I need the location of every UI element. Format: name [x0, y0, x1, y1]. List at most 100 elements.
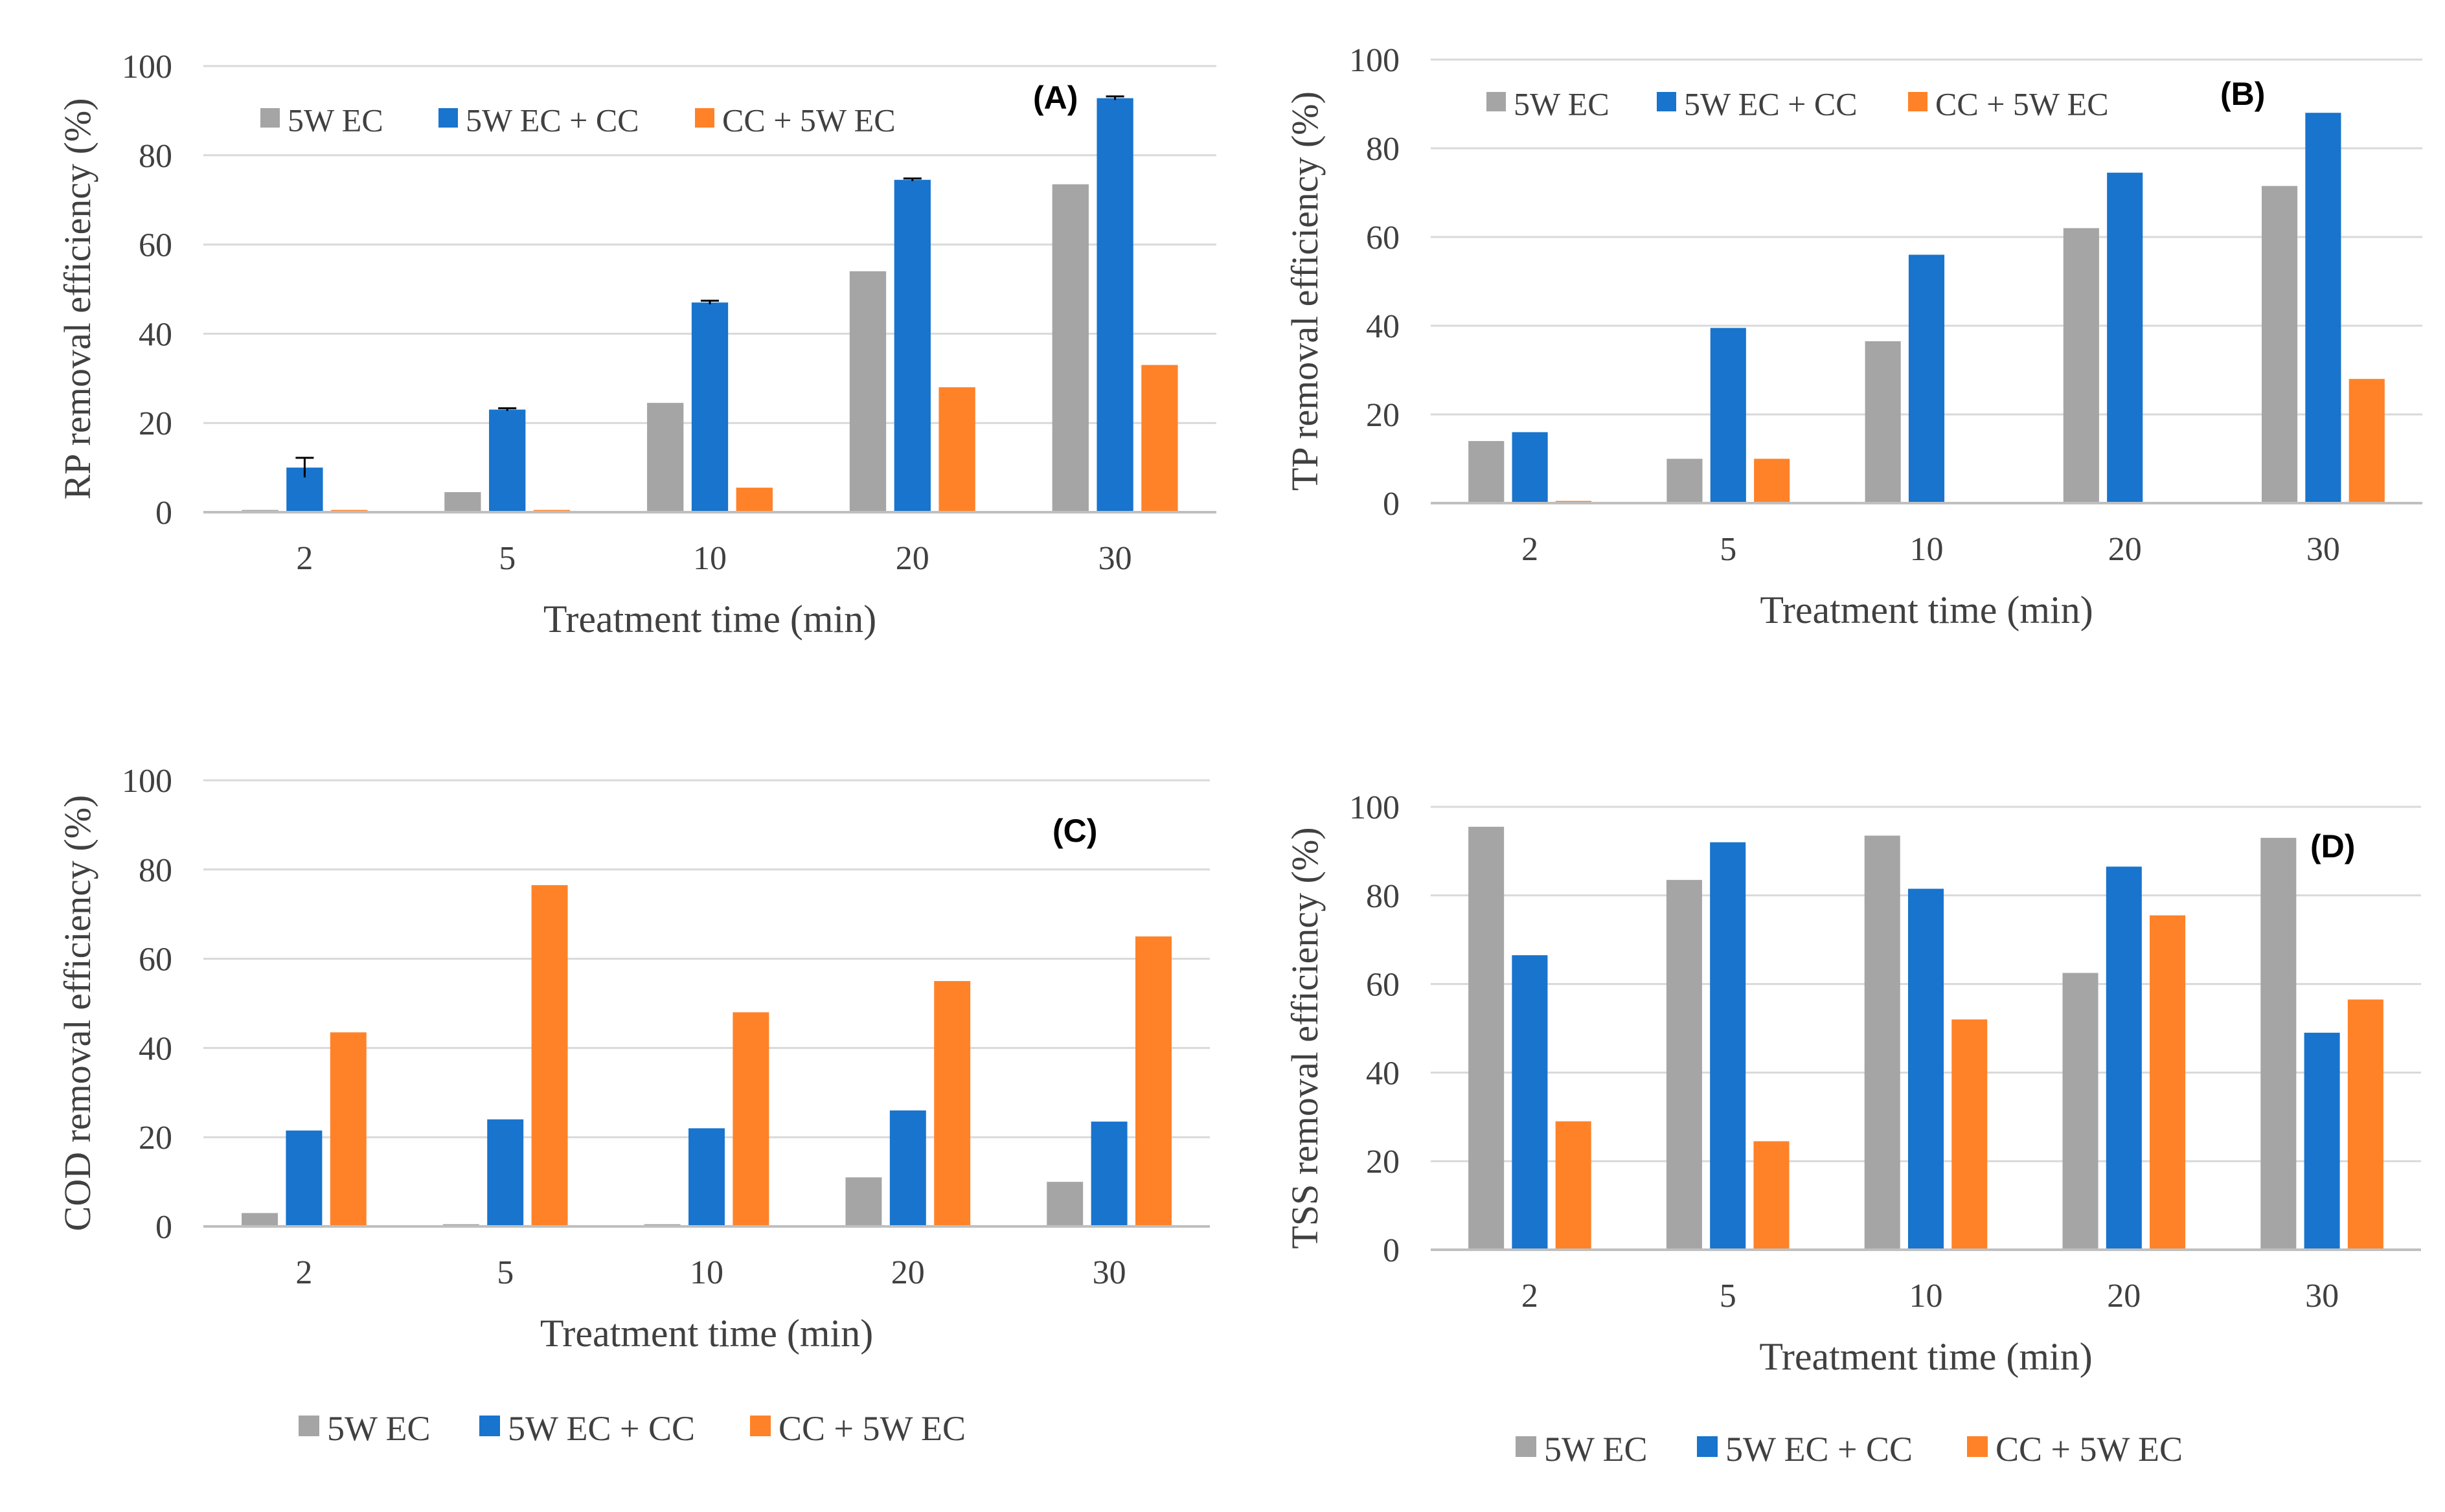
y-tick-label: 0: [155, 495, 172, 532]
bar: [242, 1213, 278, 1226]
legend-swatch: [1516, 1436, 1536, 1457]
x-axis-title: Treatment time (min): [1760, 589, 2093, 631]
panel-label: (B): [2220, 76, 2265, 112]
bar: [2260, 837, 2297, 1250]
bar: [733, 1012, 769, 1226]
y-tick-label: 0: [1383, 486, 1400, 523]
legend-swatch: [438, 108, 458, 128]
legend-swatch: [695, 108, 714, 128]
bar: [1555, 1121, 1591, 1250]
bar: [1666, 458, 1703, 503]
bar: [1666, 879, 1702, 1250]
legend-swatch: [750, 1416, 771, 1436]
bar: [2347, 999, 2383, 1250]
y-tick-label: 100: [122, 49, 172, 85]
y-tick-label: 40: [139, 316, 172, 353]
bar: [1512, 955, 1548, 1250]
y-tick-label: 100: [1349, 42, 1400, 79]
x-tick-label: 20: [891, 1254, 925, 1291]
y-tick-label: 20: [1366, 397, 1400, 434]
legend-entry: 5W EC: [288, 102, 383, 139]
bar: [1512, 432, 1548, 503]
bar: [1710, 328, 1746, 503]
legend-swatch: [479, 1416, 500, 1436]
bar: [2305, 113, 2341, 503]
bar: [2063, 228, 2099, 503]
x-axis-title: Treatment time (min): [543, 598, 876, 640]
bar: [1091, 1122, 1128, 1226]
y-tick-label: 60: [139, 942, 172, 978]
bar: [938, 387, 975, 512]
legend-swatch: [260, 108, 280, 128]
y-axis-title: TSS removal efficiency (%): [1284, 827, 1326, 1248]
y-tick-label: 80: [1366, 878, 1400, 915]
bar: [531, 885, 568, 1226]
bar: [2150, 915, 2186, 1250]
bar: [286, 1130, 323, 1226]
bar: [1468, 441, 1505, 503]
legend-entry: CC + 5W EC: [722, 102, 896, 139]
legend-entry: 5W EC + CC: [1725, 1430, 1913, 1469]
y-tick-label: 40: [139, 1030, 172, 1067]
chart-panel-4: 0 20 40 60 80 100 2 5 10 20 30 Treatment time (min)…: [1284, 789, 2421, 1469]
x-tick-label: 30: [1098, 540, 1132, 577]
y-axis-title: RP removal efficiency (%): [56, 98, 98, 499]
legend-entry: CC + 5W EC: [779, 1409, 966, 1448]
bar: [1908, 254, 1945, 503]
bar: [889, 1110, 926, 1226]
bar: [1468, 826, 1505, 1250]
bar: [849, 271, 887, 512]
bar: [691, 302, 729, 512]
y-tick-label: 60: [1366, 967, 1400, 1004]
legend-swatch: [1967, 1436, 1988, 1457]
x-tick-label: 5: [1720, 1278, 1736, 1315]
bar: [2261, 186, 2298, 503]
y-tick-label: 20: [139, 405, 172, 442]
x-tick-label: 5: [497, 1254, 514, 1291]
bar: [2107, 172, 2143, 503]
legend-entry: 5W EC + CC: [466, 102, 639, 139]
bar: [489, 409, 526, 512]
y-tick-label: 60: [139, 227, 172, 264]
x-tick-label: 5: [1720, 531, 1736, 568]
x-tick-label: 20: [2108, 531, 2142, 568]
y-axis-title: TP removal efficiency (%): [1284, 91, 1326, 491]
y-tick-label: 0: [155, 1209, 172, 1246]
chart-panel-3: 0 20 40 60 80 100 2 5 10 20 30 Treatment time (min)…: [56, 763, 1210, 1448]
bar: [1097, 98, 1133, 512]
legend-swatch: [299, 1416, 319, 1436]
x-tick-label: 20: [2107, 1278, 2141, 1315]
legend-entry: 5W EC + CC: [1684, 86, 1858, 122]
x-axis-title: Treatment time (min): [1759, 1335, 2092, 1378]
x-tick-label: 5: [499, 540, 516, 577]
panel-label: (A): [1033, 80, 1078, 116]
y-tick-label: 40: [1366, 308, 1400, 345]
bar: [1754, 458, 1790, 503]
legend-entry: 5W EC + CC: [508, 1409, 695, 1448]
x-tick-label: 30: [1093, 1254, 1126, 1291]
x-tick-label: 30: [2305, 1278, 2339, 1315]
x-tick-label: 2: [1521, 1278, 1538, 1315]
bar: [894, 179, 931, 512]
bar: [1141, 365, 1178, 512]
x-tick-label: 10: [1909, 1278, 1943, 1315]
bar: [1753, 1141, 1790, 1250]
x-tick-label: 10: [690, 1254, 723, 1291]
y-tick-label: 80: [139, 852, 172, 889]
legend-entry: CC + 5W EC: [1935, 86, 2109, 122]
bar: [1864, 835, 1900, 1250]
x-tick-label: 10: [693, 540, 727, 577]
bar: [647, 403, 684, 512]
x-tick-label: 2: [296, 540, 313, 577]
chart-panel-2: 0 20 40 60 80 100 2 5 10 20 30 Treatment time (min)…: [1284, 42, 2422, 631]
bar: [1052, 184, 1089, 512]
legend-swatch: [1697, 1436, 1718, 1457]
bar: [688, 1128, 725, 1226]
bar: [1710, 842, 1746, 1250]
y-tick-label: 80: [1366, 131, 1400, 168]
bar: [2304, 1032, 2340, 1250]
y-tick-label: 100: [1349, 789, 1400, 826]
bar: [1865, 341, 1901, 503]
y-tick-label: 100: [122, 763, 172, 800]
